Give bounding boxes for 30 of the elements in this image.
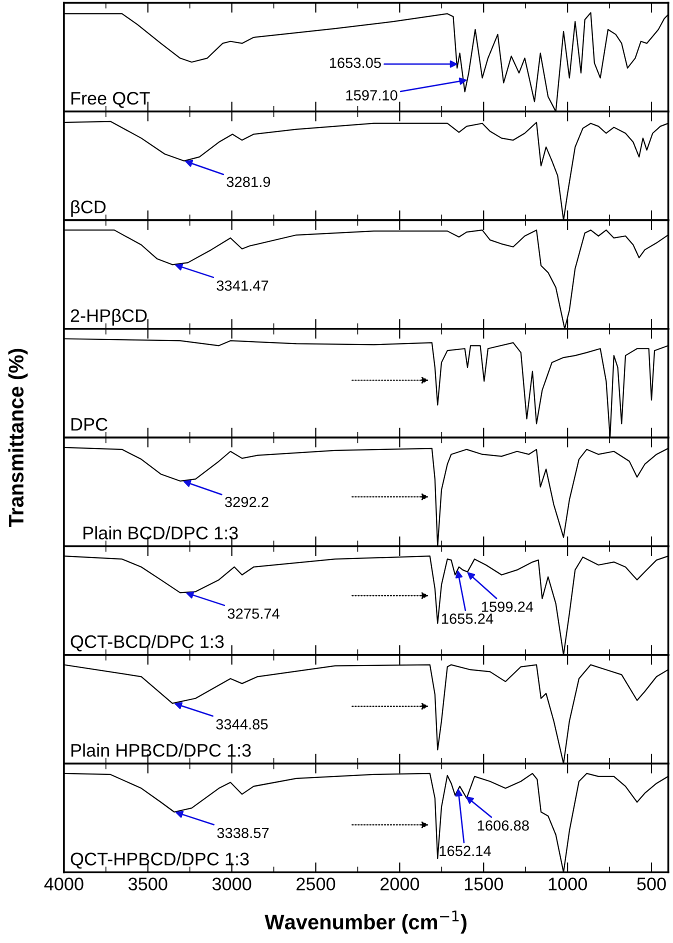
annotation: 1653.05 xyxy=(330,58,381,68)
annotation: 2-HPβCD xyxy=(70,308,147,326)
annotation: 1599.24 xyxy=(482,602,534,612)
x-tick-label: 3500 xyxy=(128,878,168,890)
x-tick-label: 1000 xyxy=(548,878,587,890)
annotation: Free QCT xyxy=(71,92,150,108)
annotation: 1597.10 xyxy=(346,90,398,100)
annotation: QCT-BCD/DPC 1:3 xyxy=(70,634,224,652)
annotation: 3344.85 xyxy=(216,719,268,730)
annotation: DPC xyxy=(71,418,108,431)
annotation: QCT-HPBCD/DPC 1:3 xyxy=(70,852,249,869)
annotation: Plain BCD/DPC 1:3 xyxy=(84,526,238,540)
annotation: 3275.74 xyxy=(228,608,280,619)
x-tick-label: 2000 xyxy=(380,878,420,890)
y-axis-title: Transmittance (%) xyxy=(8,348,28,528)
annotation: 1655.24 xyxy=(442,614,494,624)
annotation: βCD xyxy=(71,200,106,217)
annotation: Plain HPBCD/DPC 1:3 xyxy=(71,744,251,757)
annotation: 3341.47 xyxy=(216,280,268,291)
x-tick-label: 3000 xyxy=(212,878,252,890)
annotation: 1652.14 xyxy=(440,846,491,856)
annotation: 3338.57 xyxy=(217,828,269,838)
annotation: 1606.88 xyxy=(478,820,529,831)
x-tick-label: 4000 xyxy=(44,878,84,890)
annotation: 3281.9 xyxy=(226,176,270,188)
x-axis-title: Wavenumber (cm$^{−1}$) xyxy=(264,910,466,934)
x-tick-label: 1500 xyxy=(464,878,504,890)
x-tick-label: 500 xyxy=(637,878,666,890)
x-tick-label: 2500 xyxy=(296,878,336,890)
annotation: 3292.2 xyxy=(224,496,268,508)
